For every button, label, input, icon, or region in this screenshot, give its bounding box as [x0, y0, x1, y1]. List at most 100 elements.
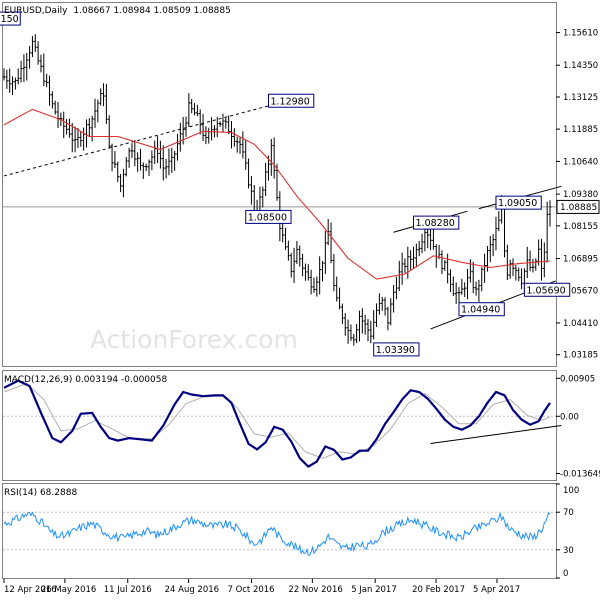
ohlc-bar: [415, 243, 418, 268]
price-label-box: [523, 282, 571, 297]
ohlc-bar: [443, 260, 447, 271]
ohlc-bar: [304, 263, 307, 281]
ohlc-bar: [36, 41, 40, 65]
ohlc-bar: [506, 244, 509, 281]
x-tick-label: 24 Aug 2016: [165, 585, 219, 595]
ohlc-bar: [62, 111, 66, 139]
ohlc-bar: [179, 122, 182, 152]
ohlc-bar: [119, 173, 122, 193]
ohlc-bar: [511, 258, 515, 277]
ohlc-bar: [383, 297, 387, 316]
ohlc-bar: [5, 69, 9, 89]
price-label-box: [0, 11, 21, 26]
ohlc-bar: [8, 68, 11, 93]
ohlc-bar: [201, 114, 205, 142]
ohlc-bar: [469, 259, 472, 283]
ohlc-bar: [406, 246, 410, 279]
ohlc-bar: [161, 145, 165, 181]
ohlc-bar: [204, 126, 208, 145]
ohlc-bar: [261, 186, 265, 208]
ohlc-bar: [548, 200, 552, 227]
price-panel-title: EURUSD,Daily 1.08667 1.08984 1.08509 1.08…: [4, 6, 231, 16]
ohlc-bar: [275, 163, 279, 201]
price-y-tick-label: 1.09380: [563, 190, 598, 200]
ohlc-bar: [238, 137, 242, 154]
ohlc-bar: [540, 238, 543, 281]
ohlc-bar: [45, 73, 48, 88]
ohlc-bar: [233, 128, 236, 147]
price-label-text: 1.08280: [416, 218, 455, 229]
price-label-box: [413, 215, 460, 230]
ohlc-bar: [51, 91, 54, 109]
ohlc-bar: [187, 93, 191, 127]
ohlc-bar: [440, 250, 444, 275]
ohlc-bar: [295, 241, 299, 264]
price-label: 1.12980: [267, 93, 315, 108]
ohlc-bar: [39, 54, 43, 73]
ohlc-bar: [301, 253, 304, 277]
ohlc-bar: [452, 276, 455, 297]
ohlc-bar: [164, 158, 168, 179]
price-y-tick-label: 1.14350: [563, 61, 598, 71]
ohlc-bar: [136, 152, 139, 172]
ohlc-bar: [65, 119, 68, 135]
rsi-y-tick-label: 0: [563, 569, 568, 579]
macd-trendline: [430, 425, 562, 445]
ohlc-bar: [426, 227, 430, 249]
price-label: 1.05690: [523, 282, 571, 297]
ohlc-bar: [224, 117, 228, 129]
ohlc-bar: [324, 230, 327, 274]
ohlc-bar: [454, 282, 458, 304]
ohlc-bar: [153, 140, 157, 165]
ohlc-bar: [534, 258, 538, 271]
ohlc-bar: [483, 253, 486, 283]
macd-panel-frame: [2, 370, 557, 481]
ohlc-bar: [329, 222, 333, 264]
macd-signal-line: [3, 383, 551, 459]
ohlc-bar: [537, 239, 540, 266]
ohlc-bar: [105, 83, 108, 125]
ohlc-bar: [107, 115, 111, 149]
price-y-tick-label: 1.08155: [563, 222, 598, 232]
ohlc-bar: [335, 276, 339, 302]
ohlc-bar: [102, 83, 105, 107]
ohlc-bar: [68, 118, 71, 138]
ohlc-bar: [139, 148, 142, 171]
ohlc-bar: [366, 319, 370, 342]
ohlc-bar: [198, 109, 202, 135]
ohlc-bar: [369, 320, 373, 344]
price-label-box: [245, 209, 292, 224]
price-label: 150: [0, 11, 21, 26]
ohlc-bar: [221, 113, 225, 133]
ohlc-bar: [122, 168, 125, 198]
ohlc-bar: [432, 228, 435, 250]
rsi-y-tick-label: 100: [563, 486, 579, 496]
ohlc-bar: [332, 253, 336, 292]
moving-average-line: [3, 108, 551, 280]
ohlc-bar: [545, 201, 549, 263]
ohlc-bar: [284, 227, 287, 250]
ohlc-bar: [292, 247, 296, 284]
price-label-box: [458, 302, 505, 317]
ohlc-bar: [73, 126, 77, 153]
ohlc-bar: [358, 310, 361, 342]
ohlc-bar: [528, 250, 532, 272]
ohlc-bar: [287, 240, 290, 261]
ohlc-bar: [33, 34, 37, 53]
ohlc-bar: [159, 140, 162, 169]
ohlc-bar: [375, 303, 378, 328]
ohlc-bar: [420, 233, 424, 254]
price-y-tick-label: 1.05670: [563, 286, 598, 296]
ohlc-bar: [514, 265, 518, 281]
ohlc-bar: [403, 258, 407, 273]
price-y-tick-label: 1.03185: [563, 351, 598, 361]
ohlc-bar: [477, 279, 481, 302]
ohlc-bar: [133, 140, 137, 167]
ohlc-bar: [11, 76, 14, 96]
x-tick-label: 22 Nov 2016: [288, 585, 342, 595]
macd-y-tick-label: 0.00: [560, 412, 579, 422]
ohlc-bar: [389, 298, 393, 326]
ohlc-bar: [48, 75, 51, 106]
ohlc-bar: [412, 246, 415, 269]
current-price-box: [556, 199, 600, 214]
